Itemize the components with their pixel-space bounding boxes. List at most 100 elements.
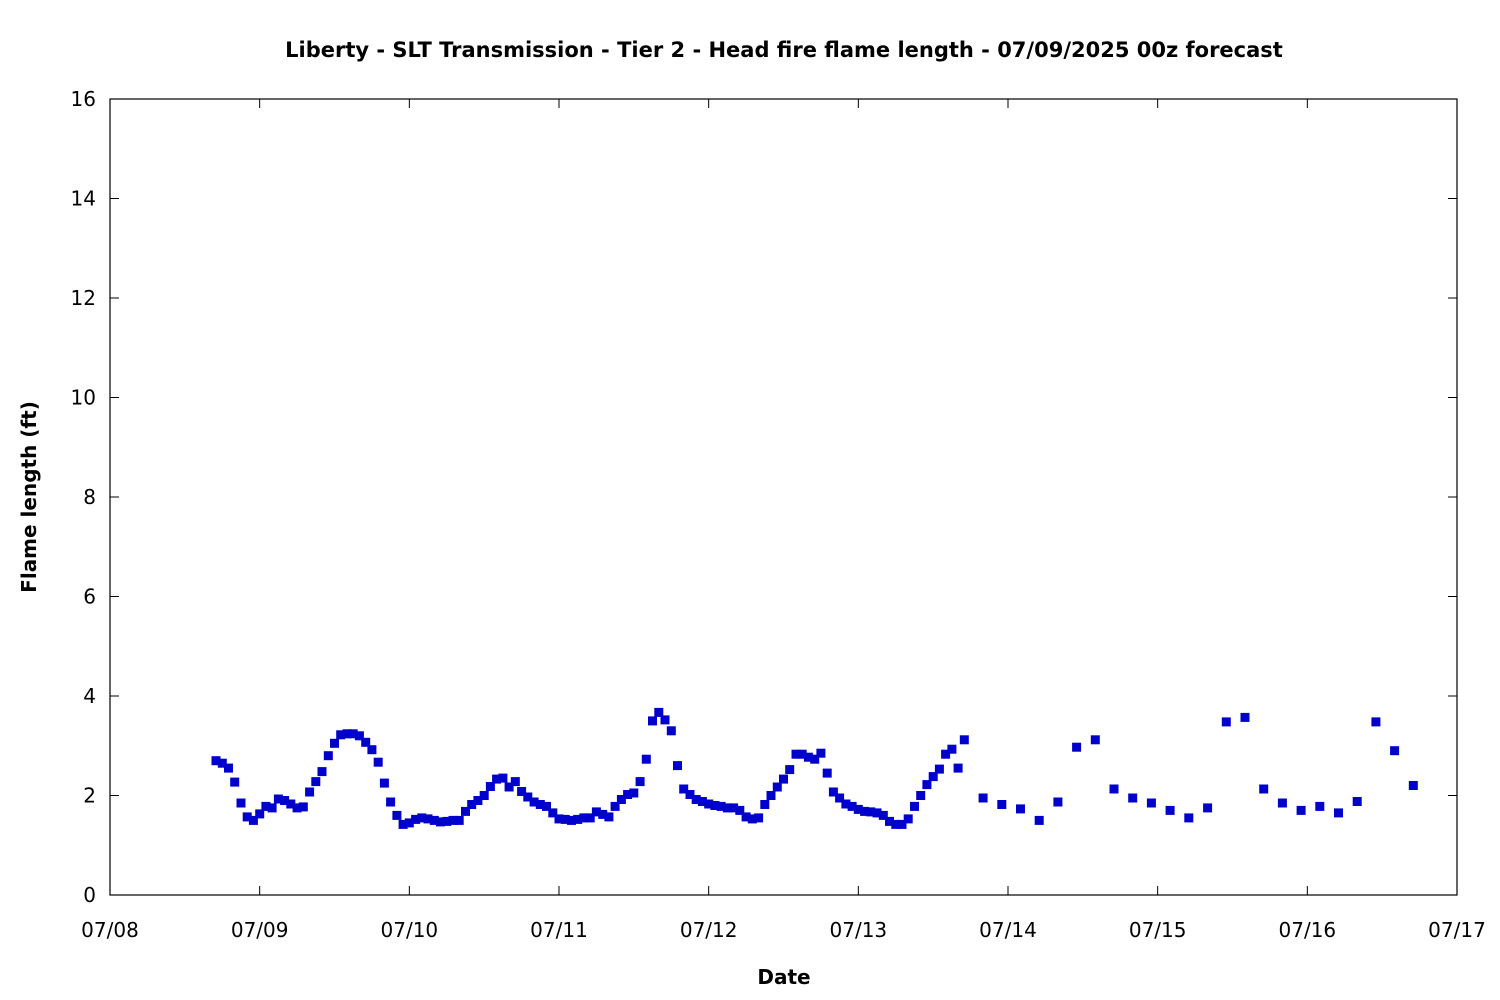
data-point [255, 809, 265, 819]
chart-title: Liberty - SLT Transmission - Tier 2 - He… [285, 38, 1283, 62]
y-tick-label: 12 [71, 286, 96, 310]
data-point [722, 803, 732, 813]
data-point [217, 758, 227, 768]
data-point [754, 813, 764, 823]
data-point [1034, 815, 1044, 825]
data-point [947, 744, 957, 754]
data-point [903, 814, 913, 824]
data-point [467, 800, 477, 809]
data-point [1090, 735, 1100, 745]
data-point [635, 777, 645, 787]
data-point [492, 774, 502, 784]
data-point [336, 730, 346, 740]
data-point [1334, 808, 1343, 818]
data-point [853, 804, 863, 814]
data-point [822, 768, 832, 778]
data-point [910, 801, 919, 811]
data-point [554, 814, 564, 824]
data-point [354, 731, 364, 741]
data-point [654, 707, 664, 717]
data-point [404, 818, 414, 828]
data-point [1315, 801, 1325, 811]
data-point [978, 793, 988, 803]
data-point [641, 754, 651, 764]
x-tick-label: 07/10 [381, 918, 439, 942]
data-point [598, 809, 608, 819]
data-point [573, 814, 583, 824]
data-point [1240, 712, 1250, 722]
data-point [934, 764, 944, 774]
data-point [567, 815, 576, 825]
data-point [828, 787, 838, 797]
data-point [928, 772, 938, 782]
data-point [741, 812, 751, 822]
data-point [379, 778, 389, 788]
data-point [897, 819, 907, 829]
data-point [342, 729, 352, 739]
data-point [473, 796, 483, 805]
data-point [604, 812, 614, 822]
y-tick-label: 10 [71, 386, 96, 410]
data-point [548, 808, 558, 818]
data-point [429, 815, 439, 825]
data-point [579, 813, 589, 823]
x-tick-label: 07/13 [830, 918, 888, 942]
y-tick-label: 14 [71, 187, 96, 211]
data-point [1128, 793, 1138, 803]
data-point [591, 807, 601, 817]
data-point [772, 782, 782, 792]
data-point [280, 796, 290, 805]
data-point [242, 812, 252, 822]
data-point [922, 780, 932, 790]
data-point [504, 782, 514, 792]
x-tick-label: 07/15 [1129, 918, 1187, 942]
data-point [423, 814, 433, 824]
y-tick-label: 6 [83, 585, 96, 609]
y-axis-label: Flame length (ft) [17, 401, 41, 593]
data-point [941, 749, 951, 759]
data-point [286, 799, 296, 809]
data-point [697, 797, 707, 806]
data-point [323, 751, 333, 761]
data-point [479, 791, 489, 800]
data-point [629, 788, 639, 798]
data-point [298, 802, 308, 812]
x-tick-label: 07/14 [979, 918, 1037, 942]
data-point [760, 800, 770, 809]
data-point [211, 756, 221, 766]
data-point [835, 793, 845, 803]
data-point [891, 819, 901, 829]
y-tick-label: 16 [71, 87, 96, 111]
data-point [729, 803, 739, 813]
data-point [386, 797, 396, 807]
x-tick-labels: 07/08 07/09 07/10 07/11 07/12 07/13 07/14 07/15… [81, 918, 1486, 942]
data-point [785, 765, 795, 775]
data-point [691, 795, 701, 804]
data-point [1184, 813, 1194, 823]
data-point [330, 738, 339, 748]
data-point [267, 803, 277, 813]
data-point [1390, 746, 1400, 756]
plot-frame [109, 98, 1458, 896]
y-tick-label: 0 [83, 883, 96, 907]
data-point [648, 716, 657, 726]
data-point [878, 810, 888, 820]
data-point [510, 777, 520, 787]
data-point [448, 815, 458, 825]
data-point [230, 777, 240, 787]
data-point [485, 782, 495, 791]
data-point [1203, 803, 1213, 813]
data-point [305, 787, 315, 797]
x-tick-label: 07/08 [81, 918, 139, 942]
data-point [616, 795, 626, 804]
data-point [716, 801, 726, 811]
data-point [959, 735, 969, 745]
data-point [273, 794, 283, 804]
data-point [710, 801, 720, 810]
data-point [623, 790, 633, 799]
data-point [442, 816, 452, 826]
data-point [810, 754, 820, 764]
data-point [1408, 781, 1418, 790]
data-point [1146, 798, 1156, 808]
